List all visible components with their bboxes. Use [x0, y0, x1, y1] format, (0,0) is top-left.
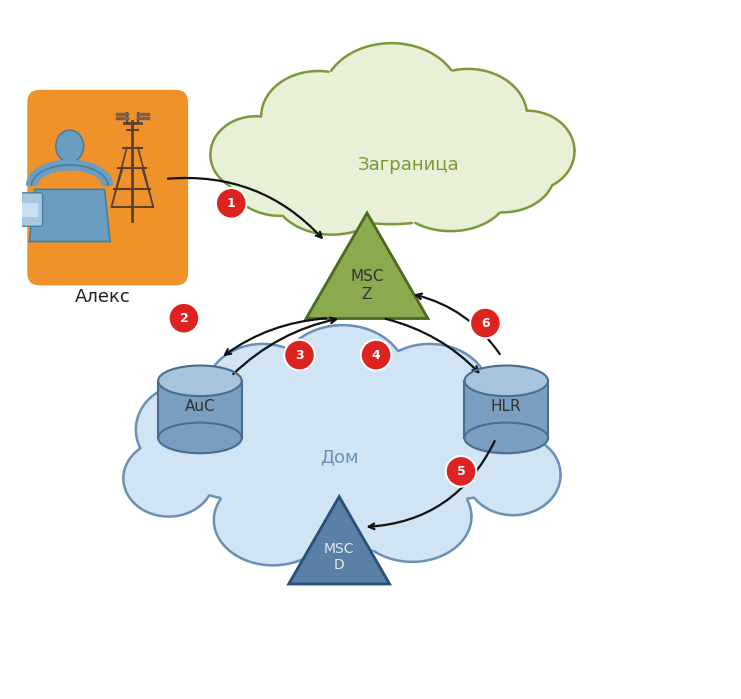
Text: 6: 6 — [481, 317, 490, 329]
Ellipse shape — [323, 43, 459, 147]
Bar — [22, 203, 38, 217]
Circle shape — [216, 188, 247, 219]
Ellipse shape — [451, 131, 555, 212]
Text: Алекс: Алекс — [75, 288, 130, 306]
Ellipse shape — [353, 471, 471, 562]
Ellipse shape — [466, 435, 561, 515]
Text: 1: 1 — [227, 197, 236, 210]
Ellipse shape — [279, 325, 407, 430]
Text: MSC
D: MSC D — [324, 542, 354, 572]
FancyBboxPatch shape — [27, 89, 188, 285]
Bar — [158, 381, 242, 438]
Ellipse shape — [391, 147, 510, 231]
Ellipse shape — [204, 377, 482, 517]
Ellipse shape — [480, 110, 574, 192]
Ellipse shape — [169, 395, 301, 499]
Ellipse shape — [273, 151, 391, 235]
Text: AuC: AuC — [185, 399, 215, 414]
Polygon shape — [289, 496, 390, 584]
Ellipse shape — [440, 381, 545, 471]
Text: 4: 4 — [372, 349, 380, 361]
Ellipse shape — [227, 135, 332, 216]
Circle shape — [284, 340, 315, 370]
Text: 5: 5 — [456, 465, 465, 478]
Ellipse shape — [214, 475, 332, 565]
Circle shape — [470, 308, 501, 338]
Text: MSC
Z: MSC Z — [350, 269, 384, 302]
Text: HLR: HLR — [491, 399, 522, 414]
Ellipse shape — [465, 366, 548, 396]
Ellipse shape — [409, 69, 527, 164]
Ellipse shape — [158, 423, 242, 453]
Text: Заграница: Заграница — [358, 156, 459, 174]
Circle shape — [445, 456, 476, 487]
Ellipse shape — [123, 440, 214, 517]
Ellipse shape — [273, 464, 412, 555]
Bar — [465, 381, 548, 438]
Ellipse shape — [261, 71, 376, 161]
Ellipse shape — [158, 366, 242, 396]
Ellipse shape — [370, 344, 489, 438]
Ellipse shape — [56, 130, 84, 162]
Text: 2: 2 — [179, 312, 188, 324]
Polygon shape — [30, 189, 110, 242]
Text: Дом: Дом — [320, 449, 359, 466]
Ellipse shape — [465, 423, 548, 453]
Polygon shape — [306, 213, 428, 319]
Circle shape — [169, 303, 199, 333]
Text: 3: 3 — [295, 349, 304, 361]
Ellipse shape — [210, 116, 301, 193]
Circle shape — [361, 340, 391, 370]
Ellipse shape — [391, 395, 524, 499]
Ellipse shape — [205, 344, 319, 438]
Ellipse shape — [294, 120, 489, 224]
Ellipse shape — [136, 384, 236, 475]
FancyBboxPatch shape — [18, 193, 42, 226]
